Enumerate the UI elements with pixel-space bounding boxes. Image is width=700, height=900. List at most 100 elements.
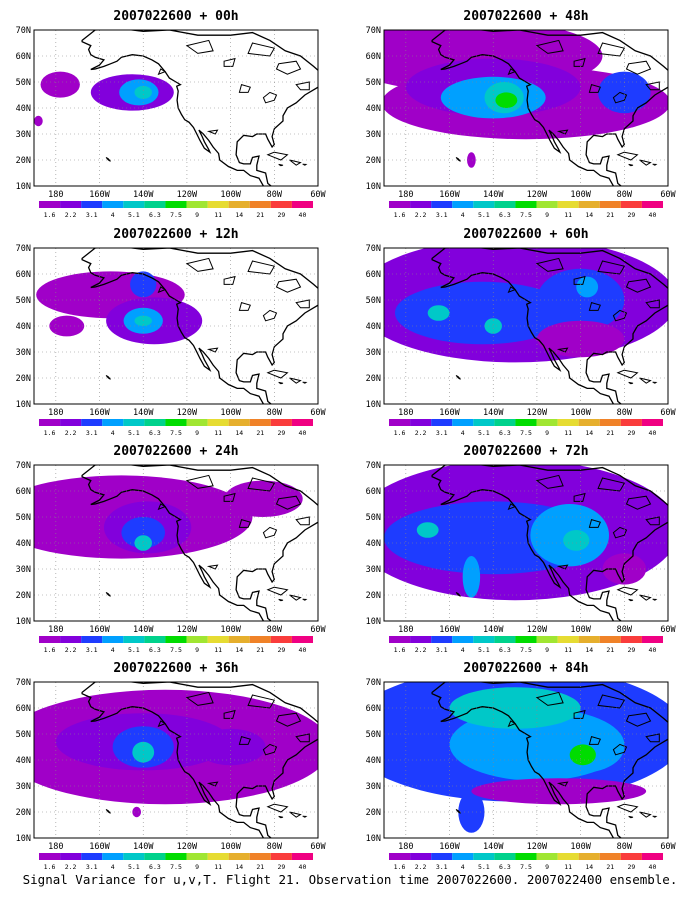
lon-tick-label: 100W: [220, 408, 241, 418]
lon-tick-label: 180: [48, 625, 63, 635]
colorbar-swatch: [270, 636, 292, 643]
colorbar-label: 1.6: [44, 211, 56, 219]
colorbar-swatch: [557, 419, 579, 426]
island-outline: [275, 60, 302, 75]
lon-tick-label: 160W: [439, 190, 460, 200]
island-outline: [588, 83, 601, 93]
island-outline: [266, 151, 289, 161]
colorbar-label: 4: [111, 429, 115, 437]
colorbar-swatch: [60, 201, 82, 208]
colorbar-label: 7.5: [170, 863, 182, 870]
colorbar-label: 9: [545, 863, 549, 870]
colorbar-swatch: [39, 853, 61, 860]
lon-tick-label: 180: [398, 625, 413, 635]
variance-region: [427, 305, 450, 321]
colorbar-swatch: [494, 201, 516, 208]
colorbar-swatch: [452, 853, 474, 860]
lat-tick-label: 40N: [16, 322, 31, 332]
colorbar-swatch: [557, 201, 579, 208]
colorbar-swatch: [144, 853, 166, 860]
panel-title: 2007022600 + 60h: [463, 227, 588, 242]
colorbar-label: 11: [564, 646, 572, 654]
lon-tick-label: 160W: [89, 190, 110, 200]
island-outline: [157, 720, 167, 728]
island-outline: [266, 369, 289, 379]
colorbar-label: 11: [564, 863, 572, 870]
colorbar-swatch: [515, 636, 537, 643]
island-outline: [185, 257, 214, 272]
colorbar-label: 5.1: [128, 211, 140, 219]
island-outline: [289, 377, 302, 384]
island-outline: [455, 156, 461, 162]
lat-tick-label: 70N: [16, 678, 31, 688]
lat-tick-label: 40N: [366, 104, 381, 114]
colorbar-swatch: [578, 636, 600, 643]
colorbar-label: 3.1: [86, 211, 98, 219]
lon-tick-label: 160W: [439, 408, 460, 418]
panel-title: 2007022600 + 00h: [113, 9, 238, 24]
island-outline: [612, 526, 628, 539]
colorbar-swatch: [144, 419, 166, 426]
colorbar-swatch: [228, 201, 250, 208]
forecast-panel-12h: 2007022600 + 12h 70N 60N 50N 40N 30N 20N 10N 180…: [16, 227, 327, 437]
island-outline: [278, 381, 284, 385]
colorbar-swatch: [165, 201, 187, 208]
colorbar-label: 11: [564, 429, 572, 437]
island-outline: [535, 691, 564, 706]
colorbar-label: 9: [545, 646, 549, 654]
lon-tick-label: 100W: [570, 842, 591, 852]
island-outline: [616, 586, 639, 596]
lon-tick-label: 180: [398, 190, 413, 200]
colorbar-swatch: [270, 419, 292, 426]
island-outline: [556, 347, 569, 353]
colorbar-label: 14: [585, 863, 593, 870]
colorbar-swatch: [599, 201, 621, 208]
colorbar-swatch: [249, 853, 271, 860]
island-outline: [275, 278, 302, 293]
island-outline: [616, 803, 639, 813]
island-outline: [185, 691, 214, 706]
colorbar-label: 6.3: [149, 211, 161, 219]
island-outline: [206, 129, 219, 135]
colorbar-label: 29: [627, 211, 635, 219]
colorbar-swatch: [515, 201, 537, 208]
lat-tick-label: 60N: [366, 487, 381, 497]
island-outline: [612, 309, 628, 322]
colorbar-swatch: [389, 201, 411, 208]
colorbar-swatch: [207, 201, 229, 208]
lon-tick-label: 160W: [439, 842, 460, 852]
colorbar-label: 2.2: [65, 863, 77, 870]
island-outline: [302, 815, 308, 818]
lat-tick-label: 60N: [16, 487, 31, 497]
island-outline: [238, 301, 251, 311]
lat-tick-label: 50N: [16, 730, 31, 740]
lat-tick-label: 30N: [366, 565, 381, 575]
colorbar-swatch: [494, 853, 516, 860]
island-outline: [612, 743, 628, 756]
lat-tick-label: 60N: [16, 704, 31, 714]
island-outline: [645, 299, 660, 309]
lon-tick-label: 80W: [267, 625, 283, 635]
island-outline: [320, 514, 333, 524]
colorbar-label: 3.1: [86, 863, 98, 870]
island-outline: [105, 591, 111, 597]
colorbar-swatch: [228, 419, 250, 426]
lat-tick-label: 50N: [366, 513, 381, 523]
colorbar-swatch: [557, 636, 579, 643]
lat-tick-label: 30N: [16, 782, 31, 792]
island-outline: [105, 374, 111, 380]
colorbar-swatch: [620, 636, 642, 643]
lon-tick-label: 120W: [177, 190, 198, 200]
colorbar-swatch: [81, 636, 103, 643]
forecast-panel-60h: 2007022600 + 60h 70N 60N 50N 40N 30N 20N 10N 180…: [366, 227, 677, 437]
island-outline: [275, 712, 302, 727]
island-outline: [247, 260, 276, 275]
colorbar-swatch: [207, 636, 229, 643]
colorbar-label: 1.6: [394, 646, 406, 654]
coastline: [431, 30, 668, 186]
island-outline: [573, 492, 586, 502]
island-outline: [320, 731, 333, 741]
island-outline: [262, 526, 278, 539]
colorbar-label: 14: [235, 646, 243, 654]
lon-tick-label: 140W: [483, 190, 504, 200]
